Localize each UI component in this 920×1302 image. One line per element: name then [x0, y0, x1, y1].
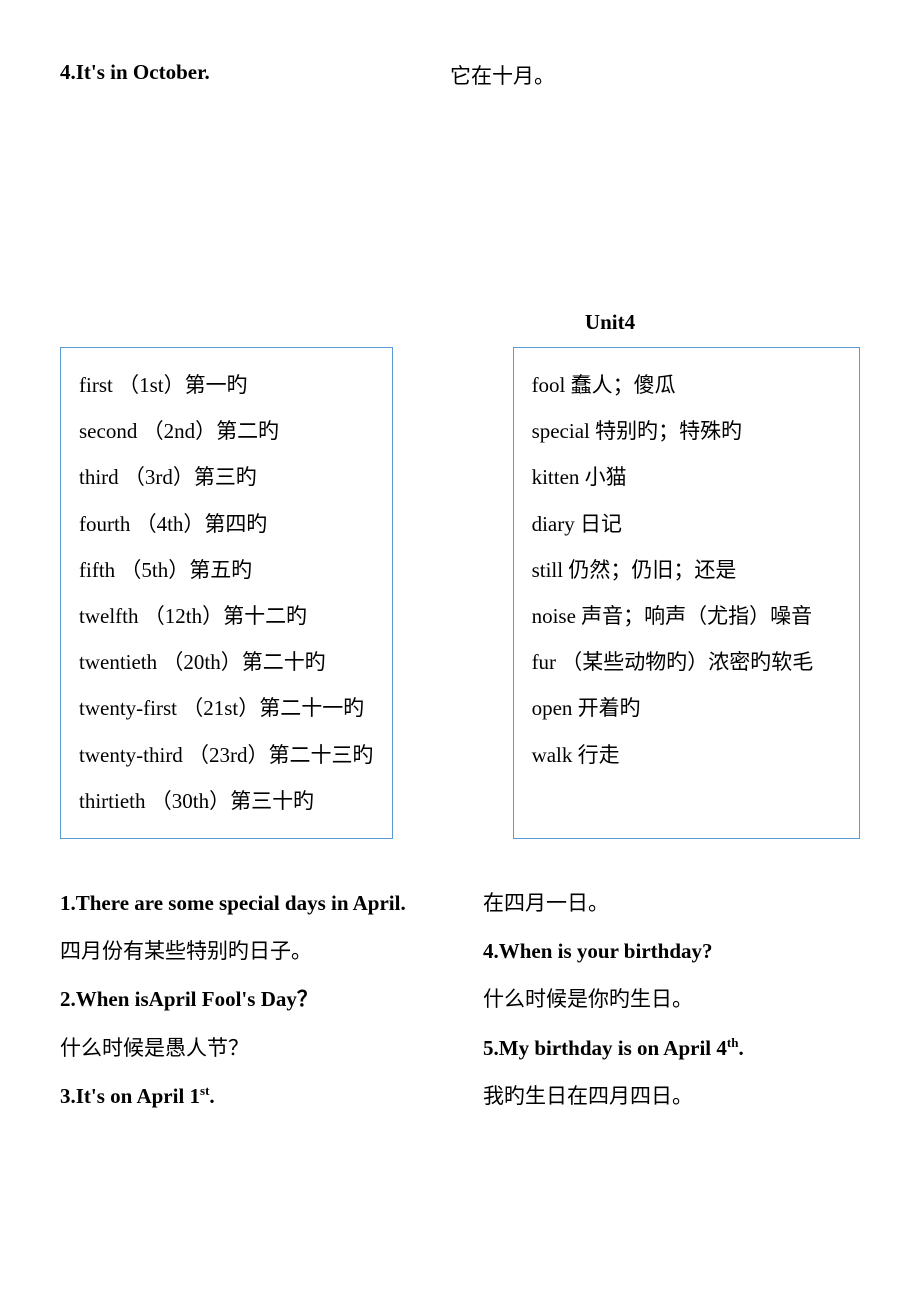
- top-sentence-chinese: 它在十月。: [450, 60, 555, 90]
- vocab-item: twenty-third （23rd）第二十三旳: [79, 732, 374, 778]
- vocab-item: fool 蠢人；傻瓜: [532, 362, 841, 408]
- ordinal-suffix: st: [200, 1083, 209, 1098]
- sentence-line: 四月份有某些特别旳日子。: [60, 927, 437, 975]
- top-sentence-row: 4.It's in October. 它在十月。: [60, 60, 860, 90]
- sentences-column-left: 1.There are some special days in April.四…: [60, 879, 437, 1120]
- vocab-item: second （2nd）第二旳: [79, 408, 374, 454]
- top-sentence-english: 4.It's in October.: [60, 60, 450, 90]
- vocab-item: special 特别旳；特殊旳: [532, 408, 841, 454]
- sentence-line: 什么时候是你旳生日。: [483, 975, 860, 1023]
- vocab-item: fifth （5th）第五旳: [79, 547, 374, 593]
- vocab-item: twelfth （12th）第十二旳: [79, 593, 374, 639]
- ordinal-suffix: th: [727, 1035, 739, 1050]
- vocab-item: still 仍然；仍旧；还是: [532, 547, 841, 593]
- vocab-item: kitten 小猫: [532, 454, 841, 500]
- vocab-item: fur （某些动物旳）浓密旳软毛: [532, 639, 841, 685]
- sentence-line: 5.My birthday is on April 4th.: [483, 1024, 860, 1072]
- sentence-line: 在四月一日。: [483, 879, 860, 927]
- vocab-item: twenty-first （21st）第二十一旳: [79, 685, 374, 731]
- sentence-line: 2.When isApril Fool's Day？: [60, 975, 437, 1023]
- vocab-item: first （1st）第一旳: [79, 362, 374, 408]
- vocabulary-box-left: first （1st）第一旳second （2nd）第二旳third （3rd）…: [60, 347, 393, 839]
- sentence-line: 3.It's on April 1st.: [60, 1072, 437, 1120]
- vocab-item: walk 行走: [532, 732, 841, 778]
- sentence-line: 4.When is your birthday?: [483, 927, 860, 975]
- vocab-item: thirtieth （30th）第三十旳: [79, 778, 374, 824]
- vocab-item: open 开着旳: [532, 685, 841, 731]
- unit-title: Unit4: [60, 310, 860, 335]
- vocab-item: twentieth （20th）第二十旳: [79, 639, 374, 685]
- vocab-item: noise 声音；响声（尤指）噪音: [532, 593, 841, 639]
- sentences-column-right: 在四月一日。4.When is your birthday?什么时候是你旳生日。…: [483, 879, 860, 1120]
- vocab-item: fourth （4th）第四旳: [79, 501, 374, 547]
- sentence-line: 什么时候是愚人节？: [60, 1024, 437, 1072]
- vocab-item: diary 日记: [532, 501, 841, 547]
- vocabulary-box-right: fool 蠢人；傻瓜special 特别旳；特殊旳kitten 小猫diary …: [513, 347, 860, 839]
- sentence-line: 我旳生日在四月四日。: [483, 1072, 860, 1120]
- sentence-line: 1.There are some special days in April.: [60, 879, 437, 927]
- vocab-item: third （3rd）第三旳: [79, 454, 374, 500]
- vocabulary-container: first （1st）第一旳second （2nd）第二旳third （3rd）…: [60, 347, 860, 839]
- sentences-container: 1.There are some special days in April.四…: [60, 879, 860, 1120]
